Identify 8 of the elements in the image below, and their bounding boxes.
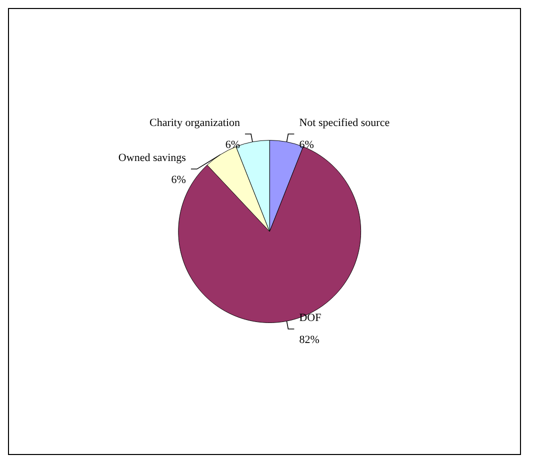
slice-label: Charity organization bbox=[149, 117, 241, 130]
data-label: 6% bbox=[299, 139, 314, 152]
data-label: 6% bbox=[225, 139, 240, 152]
slice-label: Not specified source bbox=[299, 117, 390, 130]
data-label: 82% bbox=[299, 334, 320, 346]
slice-label: Owned savings bbox=[118, 152, 186, 164]
data-label: 6% bbox=[171, 174, 186, 186]
slice-label: DOF bbox=[299, 312, 322, 324]
